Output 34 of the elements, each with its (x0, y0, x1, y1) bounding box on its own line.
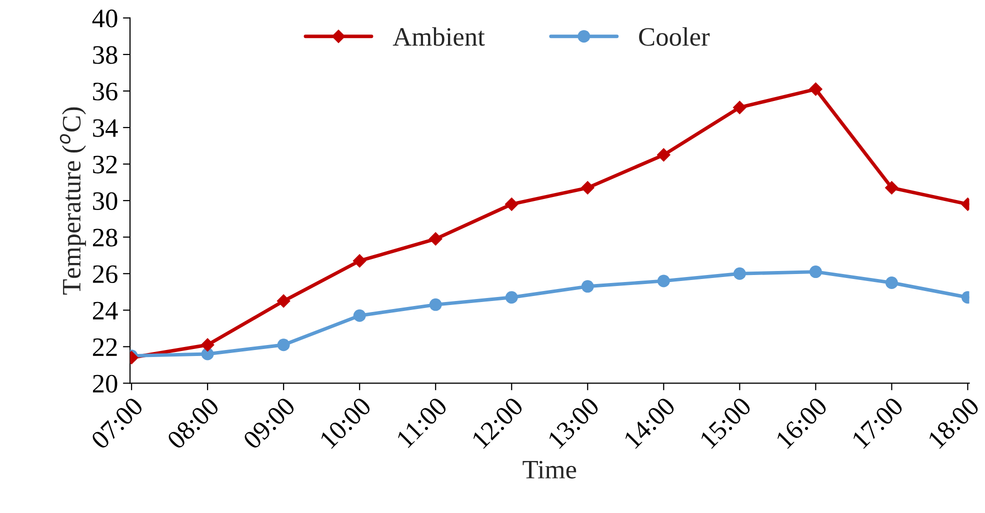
point (277, 338, 290, 352)
y-axis-title: Temperature ($^{o}$C) (60, 107, 86, 295)
y-tick-label: 24 (92, 302, 118, 320)
point (580, 180, 595, 195)
point (353, 309, 366, 322)
y-tick-label: 38 (93, 46, 118, 64)
y-tick-label: 26 (92, 265, 118, 284)
legend-label: Cooler (639, 27, 710, 46)
point (884, 180, 899, 195)
point (429, 298, 442, 311)
y-tick-label: 30 (93, 192, 118, 210)
y-tick-label: 40 (92, 10, 118, 28)
point (504, 197, 518, 212)
y-tick-label: 32 (93, 156, 117, 174)
x-axis-title: Time (522, 460, 576, 479)
point (276, 294, 290, 308)
point (732, 100, 747, 114)
point (809, 266, 822, 278)
y-tick-label: 36 (93, 82, 118, 100)
point (808, 82, 823, 96)
point (505, 291, 518, 304)
y-tick-label: 22 (92, 338, 117, 356)
point (352, 254, 366, 268)
y-tick-label: 34 (93, 119, 118, 137)
y-tick-label: 20 (92, 374, 118, 393)
point (200, 338, 214, 352)
point (733, 267, 746, 280)
legend-label: Ambient (392, 27, 485, 46)
point (885, 276, 898, 290)
point (657, 274, 670, 288)
point (428, 232, 442, 246)
point (656, 148, 671, 162)
y-tick-label: 28 (92, 228, 118, 247)
point (581, 280, 594, 293)
